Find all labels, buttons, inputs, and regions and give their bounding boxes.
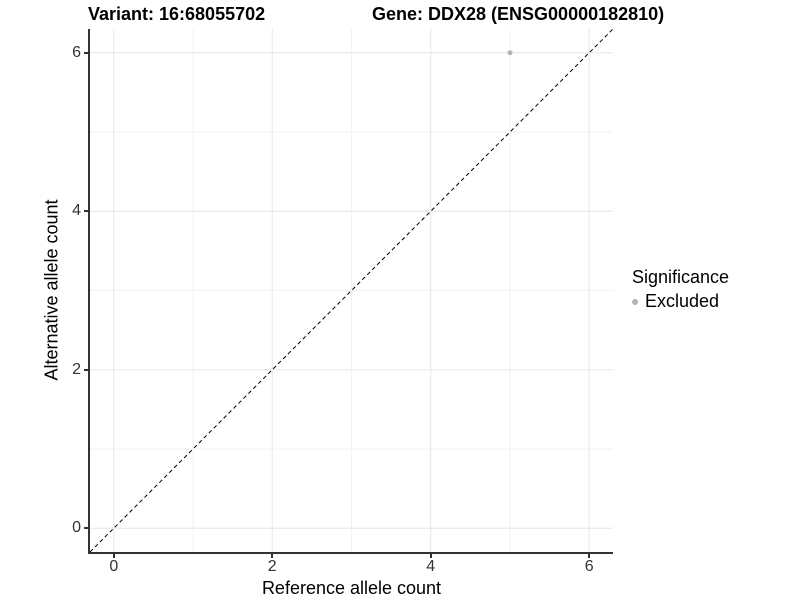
y-tick-label: 0 — [72, 519, 81, 537]
y-tick-label: 6 — [72, 43, 81, 61]
x-tick-label: 0 — [109, 558, 119, 575]
data-point — [507, 50, 513, 56]
y-axis-label: Alternative allele count — [41, 199, 62, 381]
legend-entries: Excluded — [632, 291, 729, 312]
x-tick-label: 2 — [267, 558, 277, 575]
x-tick-mark — [112, 554, 115, 558]
x-tick-label: 4 — [426, 558, 436, 575]
legend-entry: Excluded — [632, 291, 729, 312]
y-tick-label: 4 — [72, 202, 81, 220]
variant-title: Variant: 16:68055702 — [88, 4, 266, 24]
legend-title: Significance — [632, 267, 730, 287]
x-tick-mark — [429, 554, 432, 558]
x-axis-label: Reference allele count — [261, 578, 442, 598]
x-tick-mark — [588, 554, 591, 558]
identity-line — [90, 29, 613, 552]
plot-area-svg — [90, 29, 613, 552]
legend: Significance Excluded — [632, 267, 729, 312]
legend-key-dot-icon — [632, 298, 638, 305]
y-tick-mark — [84, 210, 88, 213]
legend-entry-label: Excluded — [645, 291, 720, 311]
gene-title: Gene: DDX28 (ENSG00000182810) — [372, 4, 665, 24]
y-tick-mark — [84, 527, 88, 530]
x-tick-mark — [271, 554, 274, 558]
plot-panel — [88, 29, 613, 554]
y-tick-label: 2 — [72, 360, 81, 378]
x-tick-label: 6 — [584, 558, 594, 575]
y-tick-mark — [84, 368, 88, 371]
y-tick-mark — [84, 51, 88, 54]
